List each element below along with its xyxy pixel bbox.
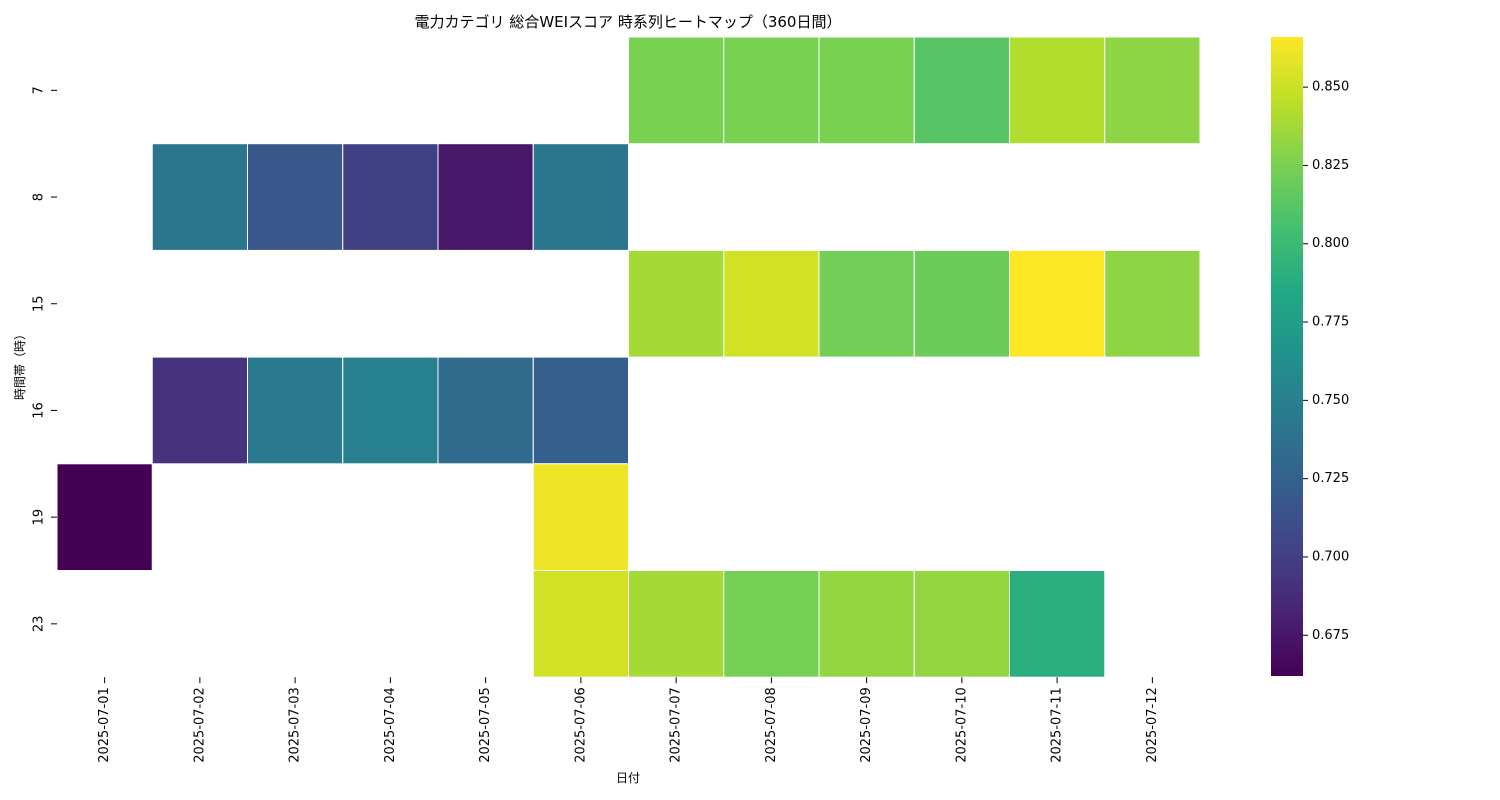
heatmap-cell [342,356,439,465]
colorbar-tick-label: 0.825 [1312,158,1349,173]
x-tick-label: 2025-07-09 [859,687,874,763]
colorbar: 0.675 0.700 0.725 0.750 0.775 0.800 0.825 0.850 [1271,37,1349,676]
heatmap-cell [247,143,344,251]
heatmap-cell [247,356,344,465]
colorbar-tick-label: 0.800 [1312,236,1349,251]
y-tick-label: 23 [32,616,47,633]
x-tick-label: 2025-07-05 [478,687,493,763]
heatmap-cell [56,463,153,571]
heatmap-cell [437,356,534,465]
x-tick-label: 2025-07-07 [669,687,684,763]
x-tick-label: 2025-07-11 [1050,687,1065,763]
heatmap-cell [437,143,534,251]
heatmap-cell [151,143,248,251]
colorbar-tick-label: 0.750 [1312,393,1349,408]
heatmap-cell [1104,36,1201,145]
x-axis-label: 日付 [616,771,640,785]
heatmap-cell [342,143,439,251]
heatmap-cell [628,36,725,145]
heatmap-cell [818,570,915,678]
heatmap-cell [532,463,629,571]
y-tick-label: 19 [32,509,47,526]
y-axis-ticks: 7 8 15 16 19 23 [32,86,57,633]
heatmap-cell [723,570,820,678]
heatmap-cell [532,143,629,251]
heatmap-cell [151,356,248,465]
x-tick-label: 2025-07-03 [288,687,303,763]
colorbar-gradient [1271,37,1303,676]
heatmap-cell [1009,36,1106,145]
chart-title: 電力カテゴリ 総合WEIスコア 時系列ヒートマップ（360日間） [415,13,842,31]
heatmap-cells [56,36,1201,678]
heatmap-cell [1009,570,1106,678]
x-tick-label: 2025-07-04 [383,687,398,763]
heatmap-cell [628,570,725,678]
heatmap-cell [723,36,820,145]
y-tick-label: 8 [32,193,47,201]
colorbar-tick-label: 0.700 [1312,549,1349,564]
heatmap-cell [913,36,1010,145]
heatmap-cell [1104,249,1201,358]
colorbar-tick-label: 0.775 [1312,315,1349,330]
x-tick-label: 2025-07-12 [1145,687,1160,763]
x-axis-ticks: 2025-07-01 2025-07-02 2025-07-03 2025-07-04… [97,677,1160,763]
y-tick-label: 15 [32,295,47,312]
x-tick-label: 2025-07-10 [954,687,969,763]
heatmap-cell [913,570,1010,678]
y-tick-label: 16 [32,402,47,419]
heatmap-cell [818,249,915,358]
x-tick-label: 2025-07-02 [192,687,207,763]
heatmap-cell [532,570,629,678]
colorbar-tick-label: 0.675 [1312,628,1349,643]
y-axis-label: 時間帯（時） [13,328,27,400]
colorbar-tick-label: 0.850 [1312,80,1349,95]
heatmap-cell [532,356,629,465]
x-tick-label: 2025-07-06 [573,687,588,763]
heatmap-cell [628,249,725,358]
colorbar-tick-label: 0.725 [1312,471,1349,486]
x-tick-label: 2025-07-08 [764,687,779,763]
heatmap-cell [913,249,1010,358]
y-tick-label: 7 [32,86,47,94]
x-tick-label: 2025-07-01 [97,687,112,763]
heatmap-cell [1009,249,1106,358]
heatmap-cell [818,36,915,145]
heatmap-cell [723,249,820,358]
